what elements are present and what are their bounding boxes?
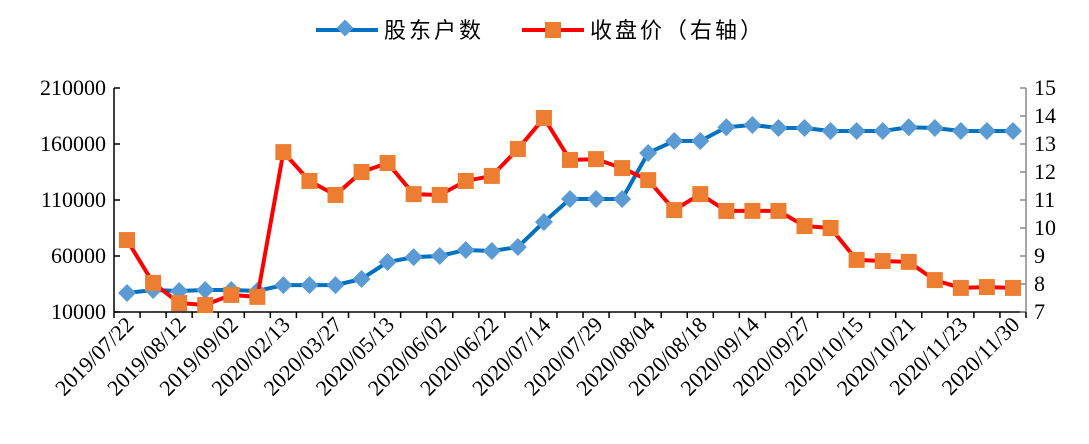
left-tick-label: 60000: [51, 243, 106, 268]
price-data-point: [171, 295, 188, 312]
holders-data-point: [795, 118, 814, 137]
legend-holders-label: 股东户数: [384, 19, 484, 44]
holders-data-point: [925, 118, 944, 137]
holders-data-point: [847, 122, 866, 141]
holders-data-point: [508, 238, 527, 257]
price-data-point: [718, 202, 735, 219]
price-data-point: [457, 172, 474, 189]
price-data-point: [926, 272, 943, 289]
price-data-point: [301, 172, 318, 189]
price-data-point: [588, 151, 605, 168]
left-tick-label: 110000: [41, 187, 106, 212]
price-data-point: [848, 251, 865, 268]
price-data-point: [796, 218, 813, 235]
right-tick-label: 10: [1034, 215, 1056, 240]
right-tick-label: 15: [1034, 75, 1056, 100]
holders-data-point: [743, 115, 762, 134]
right-tick-label: 13: [1034, 131, 1056, 156]
left-tick-label: 10000: [51, 299, 106, 324]
price-data-point: [900, 253, 917, 270]
holders-data-point: [352, 269, 371, 288]
holders-data-point: [456, 240, 475, 259]
price-data-point: [874, 253, 891, 270]
right-tick-label: 7: [1034, 299, 1045, 324]
holders-data-point: [665, 131, 684, 150]
holders-data-point: [196, 281, 215, 300]
holders-data-point: [769, 118, 788, 137]
legend-holders-marker: [336, 19, 354, 37]
holders-data-point: [977, 122, 996, 141]
holders-data-point: [300, 276, 319, 295]
price-data-point: [952, 279, 969, 296]
price-data-point: [978, 279, 995, 296]
price-data-point: [223, 286, 240, 303]
left-tick-label: 210000: [40, 75, 106, 100]
left-tick-label: 160000: [40, 131, 106, 156]
price-data-point: [431, 186, 448, 203]
holders-data-point: [899, 118, 918, 137]
price-data-point: [614, 160, 631, 177]
right-tick-label: 8: [1034, 271, 1045, 296]
price-data-point: [197, 297, 214, 313]
right-tick-label: 12: [1034, 159, 1056, 184]
holders-data-point: [691, 131, 710, 150]
price-data-point: [666, 202, 683, 219]
price-data-point: [744, 202, 761, 219]
legend-item-price: 收盘价（右轴）: [522, 19, 765, 44]
right-tick-label: 9: [1034, 243, 1045, 268]
right-tick-label: 11: [1034, 187, 1055, 212]
holders-data-point: [378, 253, 397, 272]
price-data-point: [119, 232, 136, 249]
price-data-point: [249, 288, 266, 305]
price-data-point: [405, 186, 422, 203]
holders-data-point: [639, 143, 658, 162]
legend-item-holders: 股东户数: [316, 19, 484, 44]
right-tick-label: 14: [1034, 103, 1056, 128]
legend-price-label: 收盘价（右轴）: [590, 19, 765, 44]
price-data-point: [275, 144, 292, 161]
price-data-point: [145, 274, 162, 291]
price-data-point: [353, 164, 370, 180]
price-data-point: [327, 186, 344, 203]
holders-data-point: [561, 189, 579, 208]
holders-data-point: [873, 122, 892, 141]
holders-data-point: [274, 276, 293, 295]
price-data-point: [379, 155, 396, 172]
holders-data-point: [613, 189, 632, 208]
price-data-point: [692, 186, 709, 203]
price-data-point: [535, 109, 552, 126]
price-data-point: [822, 220, 839, 236]
holders-data-point: [1003, 122, 1022, 141]
series-line-price: [125, 115, 1014, 307]
holders-data-point: [821, 122, 840, 141]
holders-data-point: [430, 247, 449, 265]
legend-price-marker: [545, 22, 561, 38]
price-data-point: [509, 141, 526, 158]
price-data-point: [483, 167, 500, 184]
price-data-point: [562, 151, 578, 168]
price-data-point: [640, 172, 657, 189]
price-data-point: [770, 202, 787, 219]
holders-data-point: [326, 276, 345, 295]
holders-data-point: [482, 241, 501, 260]
holders-data-point: [534, 212, 553, 231]
holders-data-point: [717, 118, 736, 137]
legend: 股东户数 收盘价（右轴）: [316, 19, 765, 44]
holders-data-point: [118, 283, 137, 302]
price-data-point: [1004, 279, 1021, 296]
holders-data-point: [587, 189, 606, 208]
holders-data-point: [404, 248, 423, 267]
holders-data-point: [951, 122, 970, 141]
